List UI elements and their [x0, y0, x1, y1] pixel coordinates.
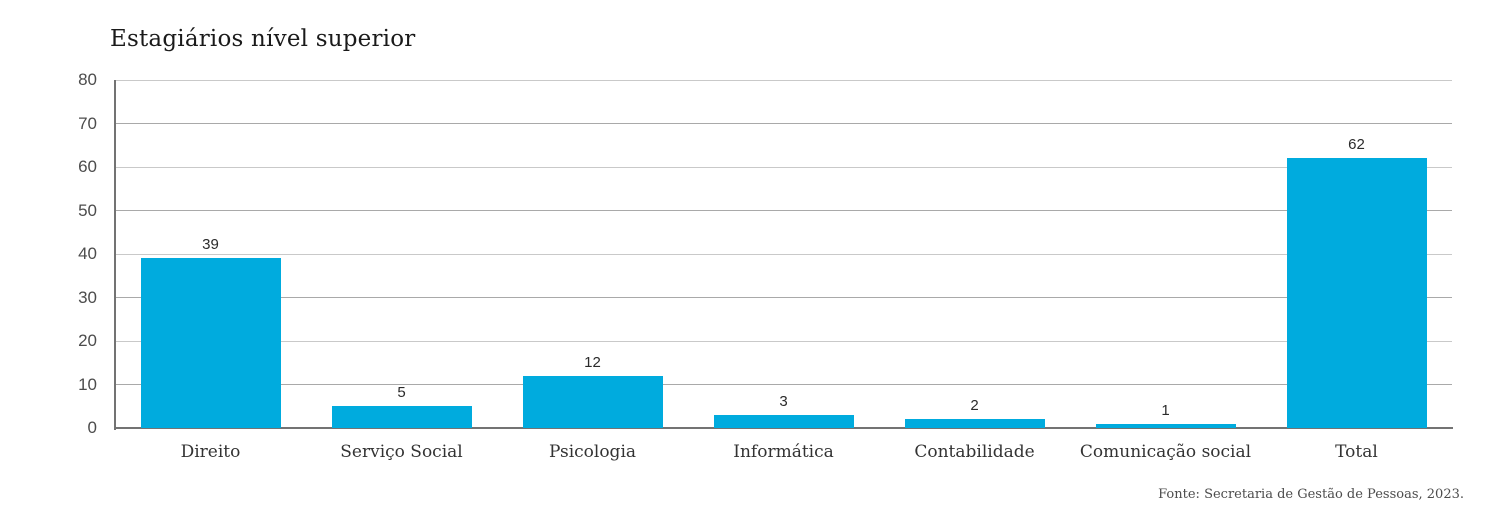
bar-value-label: 62: [1348, 136, 1365, 154]
bar-comunicacao-social: [1095, 423, 1236, 428]
x-axis-category-label: Direito: [180, 442, 241, 462]
x-axis-category-label: Psicologia: [548, 442, 637, 462]
y-axis-tick-label: 10: [78, 374, 97, 394]
bar-psicologia: [522, 375, 663, 428]
bar-contabilidade: [904, 419, 1045, 428]
bar-value-label: 12: [584, 353, 601, 371]
y-axis-tick-label: 30: [78, 287, 97, 307]
x-axis-category-label: Informática: [733, 442, 834, 462]
gridline: [115, 253, 1452, 255]
gridline: [115, 340, 1452, 342]
x-axis-category-label: Total: [1335, 442, 1378, 462]
x-axis-category-label: Contabilidade: [914, 442, 1035, 462]
y-axis-tick-label: 80: [78, 70, 97, 89]
bar-total: [1286, 158, 1427, 428]
y-axis-tick-label: 70: [78, 113, 97, 133]
x-axis-line: [114, 427, 1453, 429]
gridline: [115, 210, 1452, 211]
y-axis-line: [114, 80, 116, 430]
gridline: [115, 123, 1452, 124]
x-axis-category-label: Comunicação social: [1079, 442, 1252, 462]
y-axis-tick-label: 20: [78, 331, 97, 350]
y-axis-tick-label: 50: [78, 200, 97, 220]
y-axis-tick-label: 40: [78, 244, 97, 263]
chart-title: Estagiários nível superior: [110, 26, 416, 52]
bar-value-label: 3: [779, 392, 788, 410]
source-note: Fonte: Secretaria de Gestão de Pessoas, …: [1158, 487, 1464, 502]
bar-value-label: 1: [1161, 401, 1170, 419]
y-axis-tick-label: 60: [78, 157, 97, 176]
bar-servico-social: [331, 406, 472, 428]
bar-value-label: 39: [202, 236, 219, 254]
bar-value-label: 2: [970, 397, 979, 415]
gridline: [115, 384, 1452, 385]
x-axis-category-label: Serviço Social: [340, 442, 463, 462]
gridline: [115, 166, 1452, 168]
y-axis-tick-label: 0: [87, 418, 97, 437]
bar-value-label: 5: [397, 384, 406, 402]
gridline: [115, 297, 1452, 298]
bar-informatica: [713, 414, 854, 428]
gridline: [115, 79, 1452, 81]
bar-direito: [140, 258, 281, 428]
